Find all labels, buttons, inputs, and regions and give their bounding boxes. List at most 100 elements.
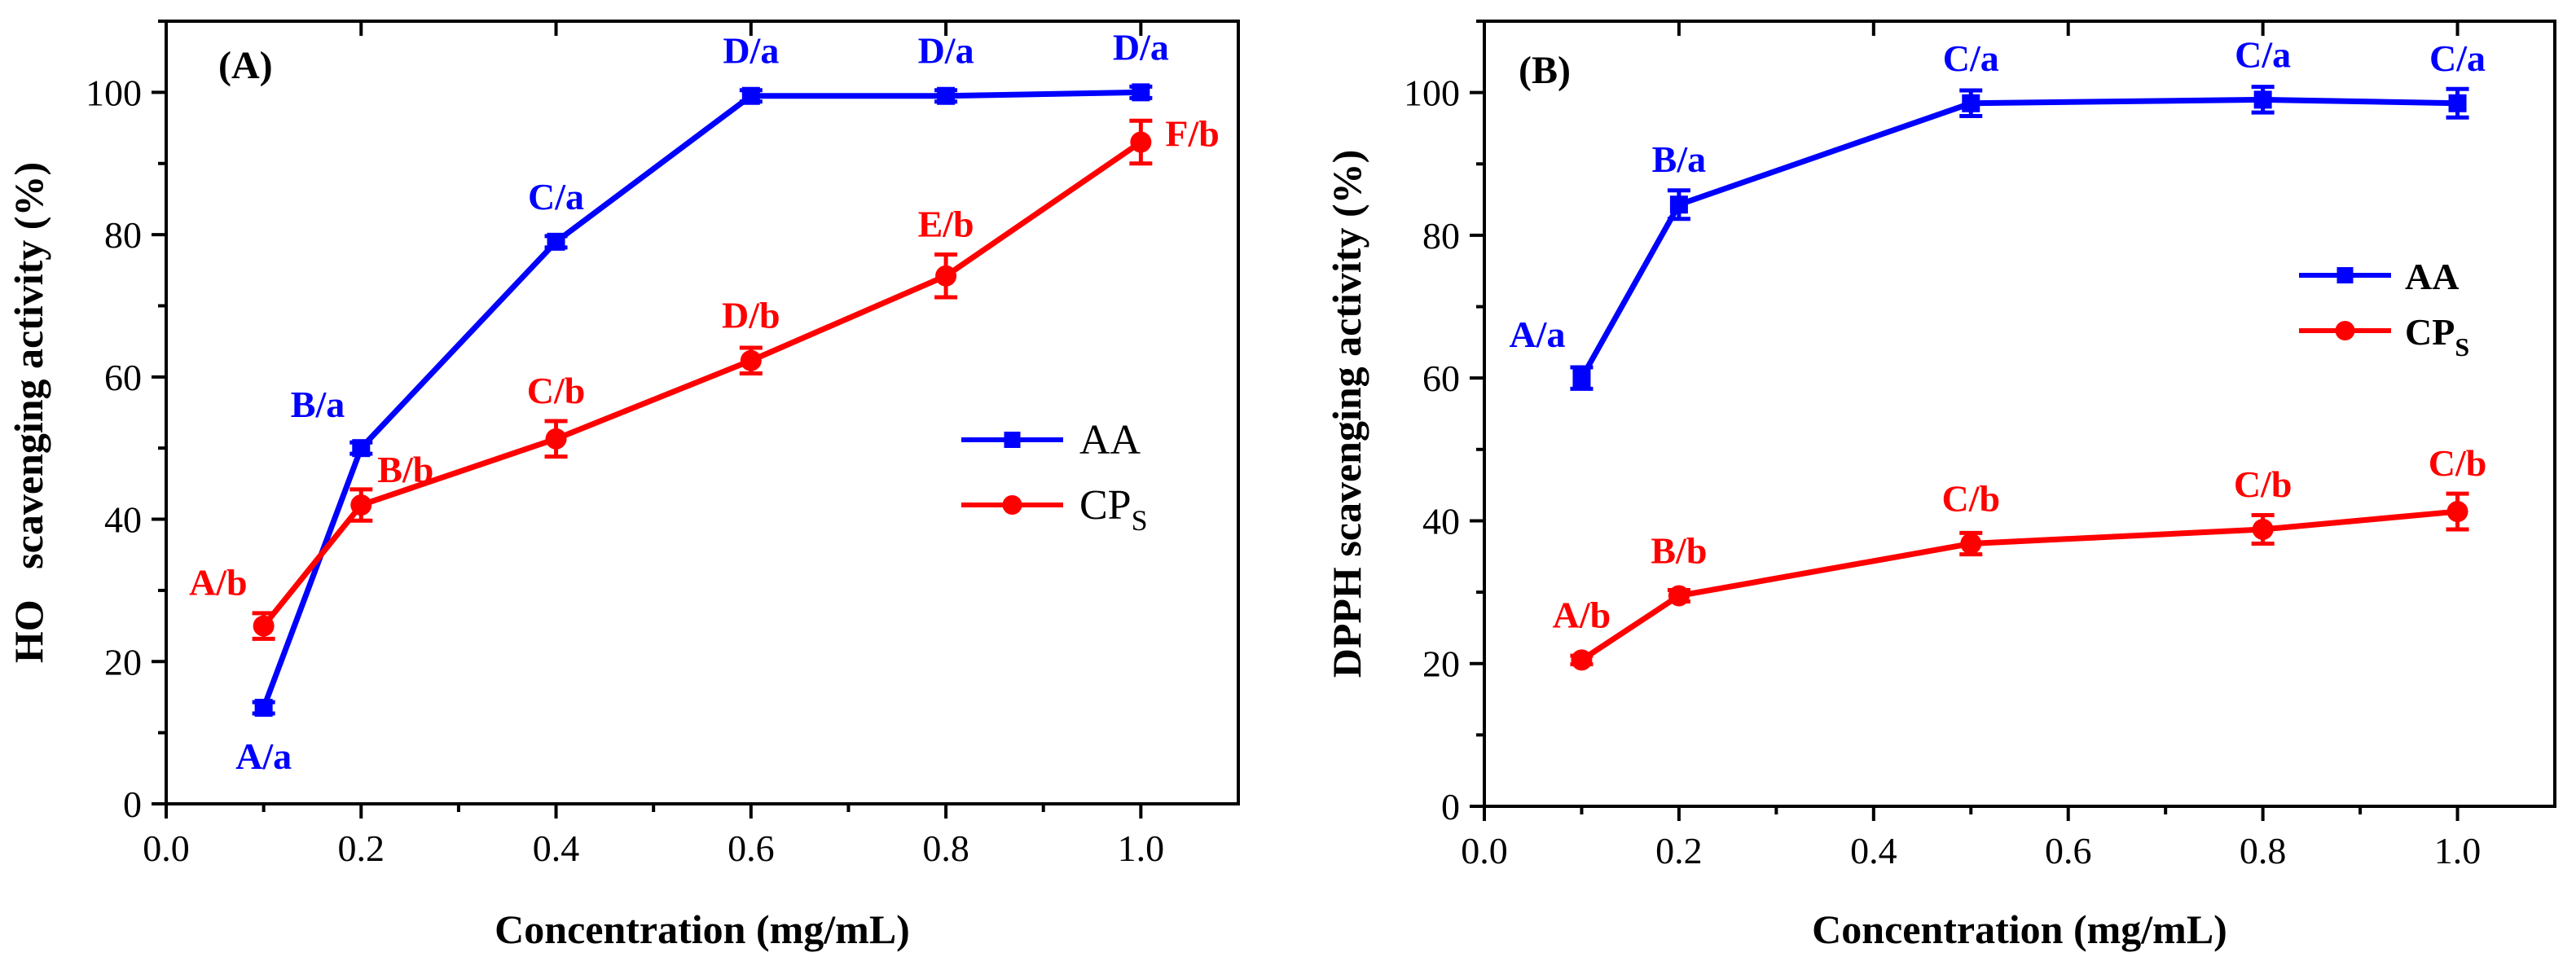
legend-marker-square xyxy=(1004,432,1021,448)
series-cps: A/b B/b C/b D/b E/b F/b xyxy=(189,113,1220,641)
y-tick-label: 100 xyxy=(86,72,142,113)
chart-panel-a: 0.0 0.2 0.4 0.6 0.8 1.0 0 20 40 60 80 100 Concentrat… xyxy=(6,20,1240,952)
data-point-circle xyxy=(1130,131,1152,153)
legend-label-subscript: S xyxy=(2455,332,2469,362)
x-tick-label: 0.6 xyxy=(728,827,775,869)
x-tick-label: 0.4 xyxy=(533,827,580,869)
series-line xyxy=(261,89,1141,709)
data-point-circle xyxy=(935,265,957,287)
point-label: C/a xyxy=(2429,37,2486,79)
point-label: B/a xyxy=(291,384,345,425)
y-tick-label: 100 xyxy=(1404,72,1460,114)
point-label: A/a xyxy=(235,735,292,777)
plot-frame xyxy=(165,20,1240,805)
data-point-circle xyxy=(740,349,762,371)
legend-label: AA xyxy=(2405,256,2459,297)
data-point-circle xyxy=(1960,533,1982,555)
x-tick-label: 0.6 xyxy=(2045,830,2092,871)
point-label: C/b xyxy=(527,370,586,411)
x-tick-label: 1.0 xyxy=(2434,830,2481,871)
data-point-square xyxy=(741,86,760,105)
series-line xyxy=(261,139,1143,628)
legend-label: CPS xyxy=(1079,482,1148,537)
legend-entry: CPS xyxy=(961,482,1148,537)
point-label: A/b xyxy=(189,562,248,604)
data-point-square xyxy=(1572,369,1591,388)
legend-label: CPS xyxy=(2405,311,2469,362)
x-tick-label: 0.8 xyxy=(922,827,969,869)
x-tick-label: 0.2 xyxy=(338,827,385,869)
data-point-square xyxy=(1962,94,1980,112)
legend-label-main: AA xyxy=(2405,256,2459,297)
y-axis-title: HO scavenging activity (%) xyxy=(6,162,51,663)
legend-marker-circle xyxy=(1002,495,1022,515)
point-label: D/a xyxy=(918,30,974,72)
series-line xyxy=(1579,96,2458,380)
legend-label-main: CP xyxy=(2405,311,2455,353)
data-point-circle xyxy=(545,428,567,450)
x-tick-label: 0.0 xyxy=(143,827,190,869)
legend-marker-circle xyxy=(2335,321,2355,340)
y-tick-label: 40 xyxy=(104,499,142,541)
data-point-square xyxy=(254,699,273,718)
chart-panel-b: 0.0 0.2 0.4 0.6 0.8 1.0 0 20 40 60 80 100 Concentrat… xyxy=(1324,20,2556,952)
point-label: D/b xyxy=(722,295,780,336)
series-aa: A/a B/a C/a D/a D/a D/a xyxy=(235,26,1169,777)
legend-label-subscript: S xyxy=(1132,504,1148,537)
y-tick-label: 60 xyxy=(104,357,142,398)
point-label: A/a xyxy=(1509,314,1565,355)
panel-label: (A) xyxy=(218,44,273,87)
legend-label-main: AA xyxy=(1079,417,1141,463)
data-point-square xyxy=(547,232,565,251)
panel-label: (B) xyxy=(1519,49,1571,92)
y-tick-label: 60 xyxy=(1422,358,1460,399)
legend-label-main: CP xyxy=(1079,482,1132,529)
x-axis-title: Concentration (mg/mL) xyxy=(1812,906,2227,952)
x-tick-label: 0.4 xyxy=(1850,830,1897,871)
data-point-square xyxy=(2253,90,2272,109)
y-tick-label: 0 xyxy=(1441,786,1460,827)
point-label: B/b xyxy=(1651,529,1707,571)
legend-marker-square xyxy=(2336,267,2354,283)
x-tick-label: 0.8 xyxy=(2240,830,2287,871)
y-tick-label: 80 xyxy=(104,214,142,256)
data-point-circle xyxy=(350,494,372,516)
point-label: C/b xyxy=(1941,477,2000,519)
data-point-square xyxy=(352,439,371,458)
legend-label: AA xyxy=(1079,417,1141,463)
legend-entry: AA xyxy=(961,417,1141,463)
data-point-square xyxy=(1669,195,1688,214)
y-tick-label: 0 xyxy=(123,783,142,825)
point-label: A/b xyxy=(1553,594,1611,635)
data-point-circle xyxy=(1571,649,1593,671)
point-label: C/b xyxy=(2234,463,2292,505)
y-tick-label: 20 xyxy=(1422,643,1460,685)
point-label: D/a xyxy=(1113,26,1169,68)
point-label: B/a xyxy=(1652,138,1706,180)
series-aa: A/a B/a C/a C/a C/a xyxy=(1509,33,2486,391)
data-point-square xyxy=(937,86,956,105)
point-label: C/a xyxy=(2235,33,2291,75)
point-label: C/a xyxy=(528,176,584,217)
x-tick-label: 1.0 xyxy=(1118,827,1165,869)
data-point-circle xyxy=(1668,585,1690,607)
legend-entry: CPS xyxy=(2299,311,2469,362)
point-label: F/b xyxy=(1165,113,1219,155)
series-line xyxy=(1580,508,2458,663)
point-label: C/b xyxy=(2429,442,2487,484)
data-point-circle xyxy=(2252,518,2274,540)
data-point-circle xyxy=(2446,501,2468,523)
x-tick-label: 0.0 xyxy=(1461,830,1508,871)
point-label: C/a xyxy=(1943,37,1999,79)
y-tick-label: 80 xyxy=(1422,215,1460,257)
data-point-square xyxy=(1132,83,1150,102)
x-tick-label: 0.2 xyxy=(1655,830,1703,871)
plot-frame xyxy=(1483,20,2556,808)
point-label: E/b xyxy=(918,204,974,245)
series-cps: A/b B/b C/b C/b C/b xyxy=(1553,442,2487,671)
point-label: B/b xyxy=(377,449,433,490)
y-tick-label: 20 xyxy=(104,641,142,683)
legend-entry: AA xyxy=(2299,256,2459,297)
data-point-circle xyxy=(253,615,275,637)
